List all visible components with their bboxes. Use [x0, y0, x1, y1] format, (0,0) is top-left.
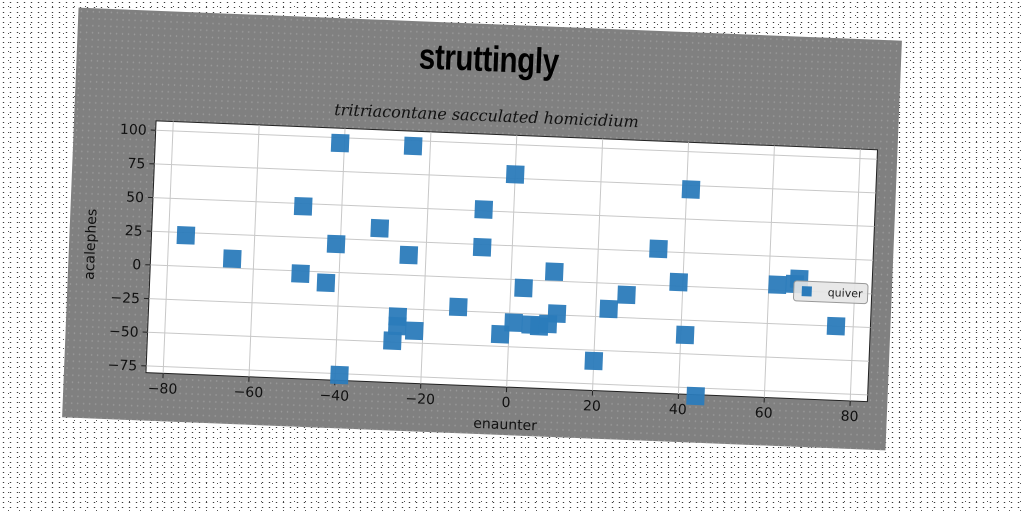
y-tick-label: −25 [110, 290, 140, 307]
data-point [599, 299, 619, 319]
data-point [370, 218, 390, 238]
data-point [330, 133, 350, 153]
data-point [222, 249, 242, 269]
x-tick-label: 0 [501, 395, 511, 411]
data-point [293, 196, 313, 216]
x-tick-label: 80 [840, 409, 858, 426]
x-gridline [763, 145, 775, 398]
y-gridline [147, 331, 870, 362]
data-point [544, 262, 564, 282]
y-gridline [152, 197, 875, 228]
y-gridline [150, 264, 872, 295]
data-point [326, 234, 346, 254]
x-tick-label: −20 [405, 391, 435, 408]
data-point [399, 245, 419, 265]
data-point [404, 321, 424, 341]
legend-marker [801, 286, 812, 297]
x-tick-label: −80 [147, 381, 177, 398]
data-point [675, 325, 695, 345]
y-tick-label: −50 [109, 324, 139, 341]
data-point [330, 365, 349, 385]
x-gridline [248, 124, 260, 377]
data-point [383, 331, 402, 351]
data-point [649, 239, 668, 259]
y-tick-label: −75 [107, 357, 137, 374]
data-point [505, 165, 525, 184]
legend-box [792, 280, 869, 305]
y-axis-label: acalephes [82, 209, 101, 281]
data-point [826, 316, 846, 336]
x-tick-label: −60 [233, 384, 263, 401]
x-axis-label: enaunter [473, 416, 538, 435]
x-tick-label: 20 [583, 398, 601, 415]
data-point [474, 200, 494, 219]
y-tick-label: 0 [132, 257, 142, 273]
scatter-plot: −80 −60 −40 −20 0 20 40 60 80 100 75 50 25 0 −25 −50 −75… [82, 120, 879, 435]
data-point [387, 316, 407, 336]
y-gridline [148, 298, 871, 329]
data-point [584, 351, 604, 371]
data-point [176, 225, 196, 245]
data-point [686, 386, 705, 406]
data-point [669, 272, 688, 292]
x-tick-label: −40 [319, 388, 349, 405]
x-gridline [592, 138, 604, 391]
x-tick-label: 60 [754, 405, 772, 422]
data-point [681, 180, 701, 199]
data-point [617, 285, 636, 305]
y-gridline [146, 365, 868, 396]
data-point [504, 313, 523, 333]
y-tick-label: 75 [127, 156, 145, 173]
y-tick-label: 25 [124, 223, 142, 240]
legend-label: quiver [827, 286, 863, 300]
x-gridline [334, 128, 346, 381]
x-gridline [420, 131, 432, 384]
data-point [448, 297, 468, 317]
x-gridline [849, 149, 861, 401]
y-tick-label: 50 [126, 190, 144, 207]
data-point [768, 275, 787, 295]
data-point [316, 273, 336, 293]
x-tick-label: 40 [669, 402, 687, 419]
y-tick-label: 100 [120, 122, 147, 139]
data-point [547, 304, 567, 323]
data-point [291, 264, 310, 283]
axis-ticks: −80 −60 −40 −20 0 20 40 60 80 100 75 50 25 0 −25 −50 −75 [107, 122, 858, 426]
y-gridline [155, 129, 878, 160]
x-gridline [162, 121, 174, 374]
legend: quiver [792, 280, 869, 305]
data-points [176, 133, 846, 406]
chart-figure: struttingly tritriacontane sacculated ho… [62, 7, 902, 451]
data-point [403, 136, 423, 156]
data-point [472, 237, 492, 257]
y-gridline [151, 230, 874, 261]
data-point [514, 278, 533, 298]
